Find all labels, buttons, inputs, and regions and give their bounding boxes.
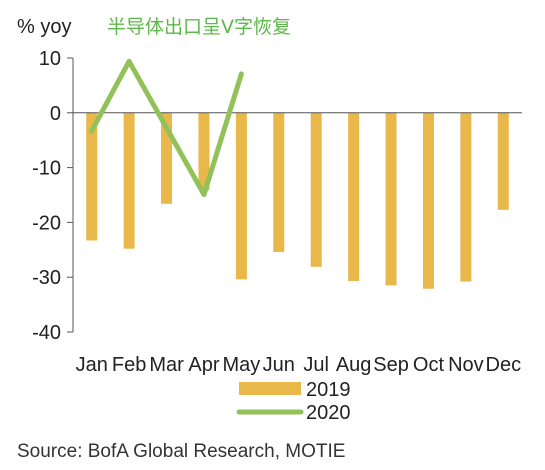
x-tick-label: Apr — [188, 354, 219, 376]
y-tick-label: 10 — [39, 48, 61, 70]
bar-dec — [497, 112, 509, 210]
y-tick-label: -10 — [32, 158, 61, 180]
x-tick-label: Oct — [413, 354, 445, 376]
x-tick-label: Aug — [336, 354, 372, 376]
bar-series-2019 — [86, 112, 509, 289]
bar-jun — [273, 112, 285, 252]
legend-swatch-2019 — [239, 382, 301, 395]
x-tick-label: Mar — [149, 354, 184, 376]
bar-mar — [161, 112, 173, 204]
legend: 2019 2020 — [236, 379, 351, 424]
x-tick-label: Jun — [263, 354, 295, 376]
bar-feb — [123, 112, 135, 249]
bar-jan — [86, 112, 98, 241]
y-tick-label: 0 — [50, 103, 61, 125]
legend-label-2020: 2020 — [306, 402, 351, 424]
x-tick-label: Dec — [486, 354, 522, 376]
y-tick-label: -20 — [32, 212, 61, 234]
legend-label-2019: 2019 — [306, 379, 351, 401]
bar-nov — [460, 112, 472, 282]
bar-apr — [198, 112, 210, 191]
y-tick-label: -30 — [32, 267, 61, 289]
x-tick-label: May — [222, 354, 260, 376]
x-axis: Jan Feb Mar Apr May Jun Jul Aug Sep Oct Nov Dec — [76, 354, 521, 376]
x-tick-label: Jan — [76, 354, 108, 376]
bar-aug — [348, 112, 360, 282]
x-tick-label: Feb — [112, 354, 146, 376]
bar-may — [235, 112, 247, 280]
line-series-2020 — [89, 58, 244, 197]
x-tick-label: Nov — [448, 354, 484, 376]
source-note: Source: BofA Global Research, MOTIE — [17, 441, 345, 462]
y-axis: 10 0 -10 -20 -30 -40 — [32, 48, 73, 344]
x-tick-label: Sep — [373, 354, 409, 376]
chart-annotation: 半导体出口呈V字恢复 — [107, 16, 291, 38]
bar-jul — [310, 112, 322, 267]
y-tick-label: -40 — [32, 322, 61, 344]
x-tick-label: Jul — [303, 354, 329, 376]
y-axis-unit-label: % yoy — [17, 16, 71, 38]
bar-oct — [422, 112, 434, 289]
bar-sep — [385, 112, 397, 286]
